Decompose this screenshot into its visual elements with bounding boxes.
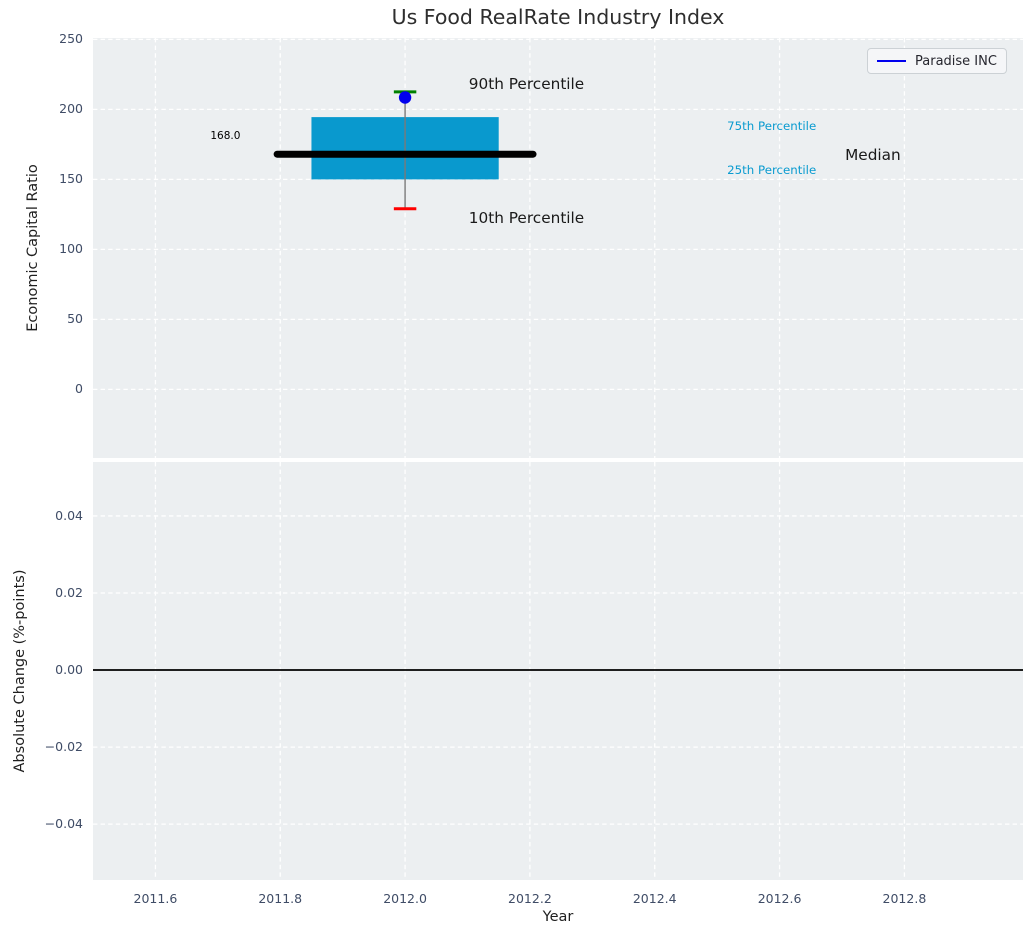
axes-absolute-change — [93, 462, 1023, 880]
annotation-168-0: 168.0 — [210, 130, 241, 142]
annotation-90th-percentile: 90th Percentile — [468, 75, 585, 94]
x-axis-label-year: Year — [542, 909, 574, 925]
annotation-25th-percentile: 25th Percentile — [727, 163, 817, 178]
legend-line-icon — [877, 60, 906, 62]
y-tick-label: 0 — [75, 381, 83, 397]
y-tick-label: 250 — [59, 31, 83, 47]
x-tick-label: 2012.6 — [757, 891, 802, 906]
annotation-median: Median — [845, 145, 901, 164]
x-tick-label: 2012.8 — [882, 891, 927, 906]
axes-economic-capital-ratio — [93, 38, 1023, 458]
annotation-75th-percentile: 75th Percentile — [727, 118, 817, 133]
chart-title: Us Food RealRate Industry Index — [391, 5, 725, 29]
y-tick-label: 0.02 — [55, 584, 83, 600]
y-tick-label: −0.04 — [44, 816, 83, 832]
y-tick-label: 150 — [59, 171, 83, 187]
y-tick-label: 100 — [59, 241, 83, 257]
y-tick-label: 0.04 — [55, 507, 83, 523]
x-tick-label: 2011.6 — [133, 891, 178, 906]
x-tick-label: 2011.8 — [258, 891, 303, 906]
y-tick-label: 200 — [59, 101, 83, 117]
plot-area — [93, 462, 1023, 880]
y-tick-label: 50 — [67, 311, 83, 327]
legend-label: Paradise INC — [915, 53, 997, 69]
y-tick-label: −0.02 — [44, 739, 83, 755]
legend: Paradise INC — [867, 48, 1007, 74]
annotation-10th-percentile: 10th Percentile — [468, 208, 585, 227]
x-tick-label: 2012.4 — [632, 891, 677, 906]
plot-area — [93, 38, 1023, 458]
y-tick-label: 0.00 — [55, 662, 83, 678]
x-tick-label: 2012.2 — [508, 891, 552, 906]
company-point — [398, 91, 412, 104]
x-tick-label: 2012.0 — [383, 891, 427, 906]
